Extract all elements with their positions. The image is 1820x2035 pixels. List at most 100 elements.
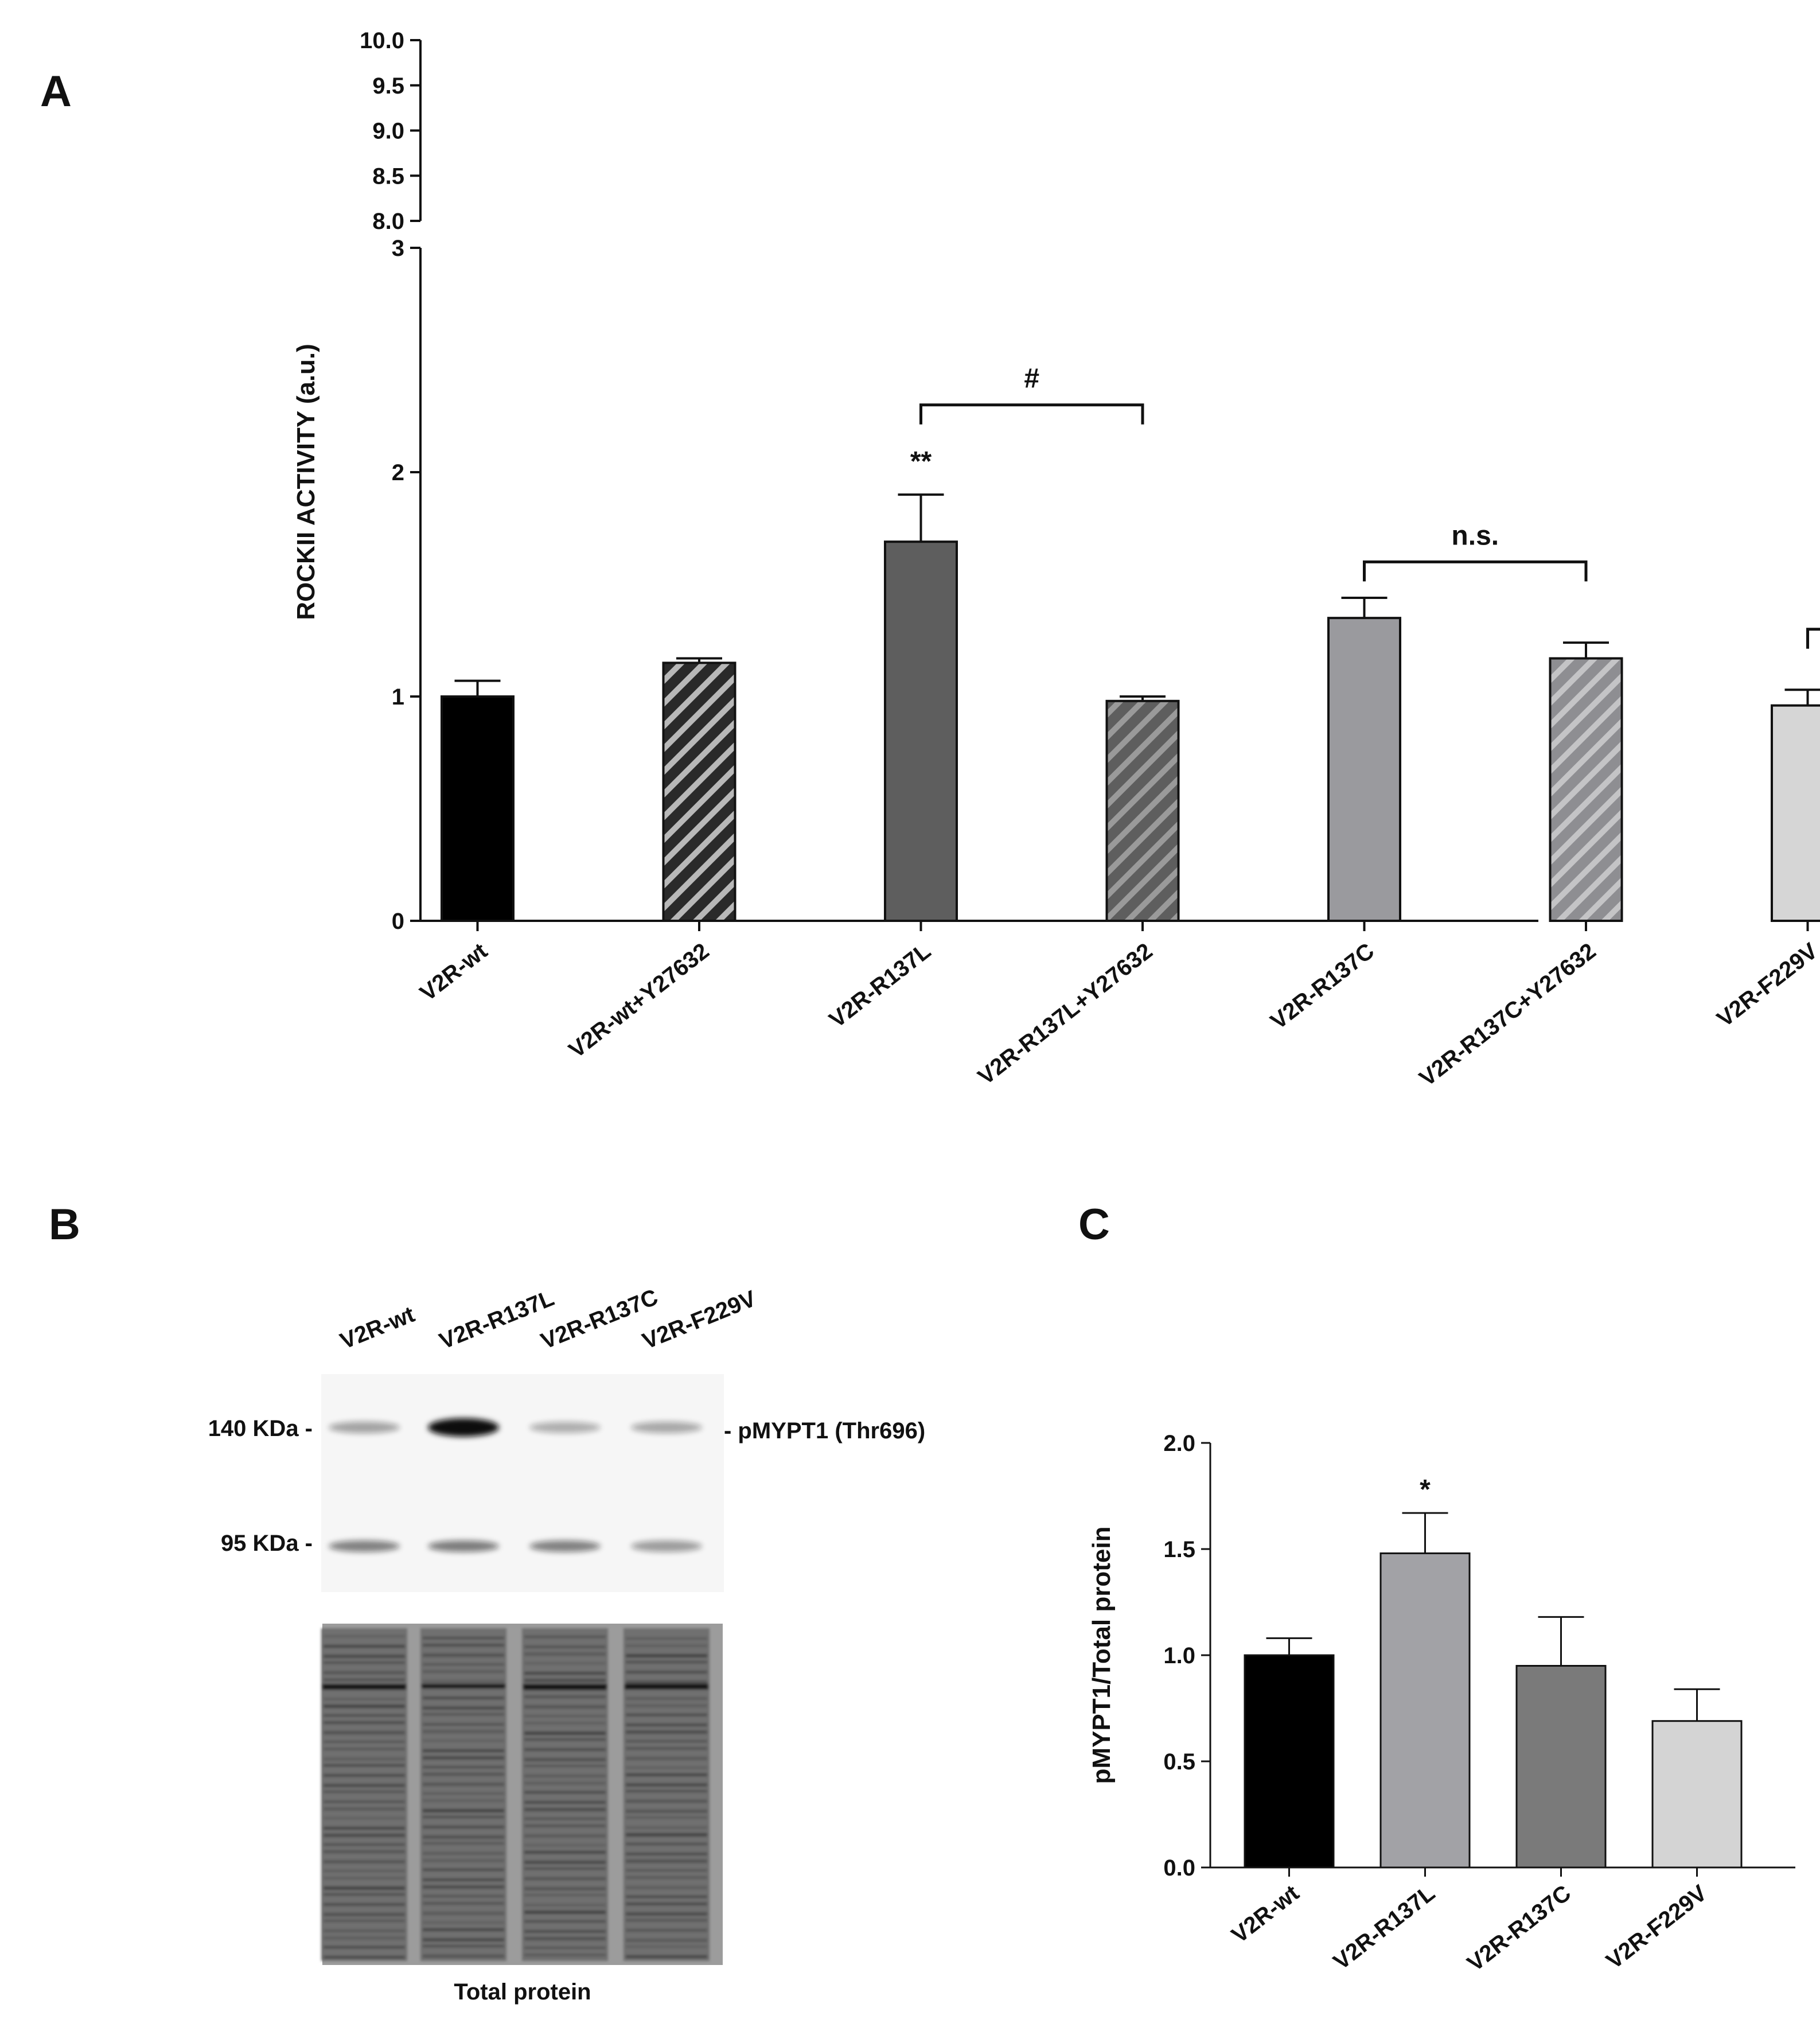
comparison-bracket (1806, 628, 1820, 649)
protein-band (626, 1730, 707, 1734)
lane-label: V2R-R137L (436, 1285, 558, 1354)
pmypt1-blot-bands (329, 1418, 702, 1552)
panel-c-bars (1244, 1512, 1743, 1869)
y-tick-label: 0.0 (1163, 1855, 1195, 1881)
bar (1515, 1665, 1607, 1869)
category-label: V2R-wt+Y27632 (564, 938, 714, 1063)
protein-band (524, 1801, 606, 1804)
panel-a-y-ticks: 0 1 2 38.0 8.5 9.0 9.5 10.0 (360, 28, 420, 934)
major-protein-band (322, 1684, 406, 1690)
marker-140kda: 140 KDa - (208, 1416, 313, 1441)
category-label: V2R-F229V (1712, 938, 1820, 1032)
marker-95kda: 95 KDa - (221, 1531, 313, 1556)
protein-band (524, 1662, 606, 1664)
protein-band (324, 1678, 405, 1682)
protein-band (423, 1842, 504, 1845)
protein-band (524, 1887, 606, 1890)
protein-band (626, 1723, 707, 1726)
panel-a-significance: ********#n.s.n.s. (910, 364, 1820, 649)
protein-band (524, 1695, 606, 1698)
protein-band (524, 1894, 606, 1896)
protein-band (423, 1637, 504, 1639)
total-protein-lane (522, 1628, 608, 1961)
protein-band (423, 1749, 504, 1752)
protein-band (324, 1893, 405, 1896)
pmypt1-blot-membrane (321, 1374, 724, 1592)
protein-band (524, 1652, 606, 1656)
protein-band (626, 1773, 707, 1776)
panel-c-significance: * (1420, 1474, 1431, 1505)
bar (1105, 699, 1180, 922)
y-tick-label: 2.0 (1163, 1431, 1195, 1456)
protein-band (524, 1636, 606, 1638)
protein-band (626, 1816, 707, 1819)
protein-band (324, 1886, 405, 1890)
protein-band (626, 1637, 707, 1640)
protein-band (324, 1817, 405, 1819)
category-label: V2R-R137C (1266, 938, 1379, 1034)
major-protein-band (523, 1684, 607, 1690)
protein-band (423, 1816, 504, 1818)
protein-band (324, 1714, 405, 1717)
y-tick-label: 8.5 (372, 164, 404, 189)
protein-band (324, 1946, 405, 1948)
protein-band (626, 1896, 707, 1898)
protein-band (324, 1662, 405, 1664)
bar (1549, 657, 1623, 923)
protein-band (423, 1670, 504, 1673)
protein-band (524, 1937, 606, 1940)
protein-band (524, 1645, 606, 1648)
protein-band (626, 1671, 707, 1674)
protein-band (626, 1869, 707, 1871)
category-label: V2R-wt (415, 938, 492, 1006)
category-label: V2R-R137L (1329, 1880, 1440, 1975)
y-tick-label: 9.5 (372, 73, 404, 99)
panel-a-letter: A (40, 67, 72, 116)
protein-band (626, 1810, 707, 1813)
panel-c-chart: C pMYPT1/Total protein 0.0 0.5 1.0 1.5 2.0 V… (1078, 1200, 1795, 1976)
bar (1379, 1552, 1471, 1869)
protein-band (324, 1877, 405, 1880)
category-label: V2R-R137C+Y27632 (1414, 938, 1600, 1091)
bar (1327, 617, 1401, 922)
lane-background (623, 1628, 710, 1961)
protein-band (324, 1764, 405, 1766)
category-label: V2R-wt (1227, 1880, 1304, 1948)
protein-band (423, 1663, 504, 1666)
protein-band (324, 1645, 405, 1648)
panel-c-letter: C (1078, 1200, 1110, 1249)
protein-band (324, 1721, 405, 1724)
protein-band (626, 1833, 707, 1836)
y-tick-label: 8.0 (372, 209, 404, 234)
protein-band (524, 1844, 606, 1846)
protein-band (626, 1902, 707, 1905)
protein-band (423, 1697, 504, 1699)
protein-band (423, 1792, 504, 1795)
significance-marker: ** (910, 446, 932, 477)
pmypt1-band (529, 1422, 601, 1433)
total-protein-lanes (321, 1628, 710, 1961)
protein-band (626, 1661, 707, 1663)
y-tick-label: 2 (392, 460, 404, 485)
lane-label: V2R-R137C (537, 1285, 661, 1355)
pmypt1-band (631, 1422, 702, 1433)
comparison-bracket (1363, 560, 1588, 582)
protein-band (626, 1740, 707, 1742)
protein-band (524, 1808, 606, 1811)
protein-band (324, 1834, 405, 1837)
protein-band (324, 1903, 405, 1906)
category-label: V2R-R137L+Y27632 (973, 938, 1158, 1090)
protein-band (626, 1714, 707, 1716)
protein-band (524, 1861, 606, 1864)
protein-band (524, 1705, 606, 1709)
y-tick-label: 1.0 (1163, 1643, 1195, 1668)
protein-band (324, 1807, 405, 1811)
protein-band (626, 1790, 707, 1792)
protein-band (626, 1644, 707, 1647)
protein-band (423, 1902, 504, 1905)
protein-band (524, 1834, 606, 1838)
protein-band (524, 1765, 606, 1767)
protein-band (423, 1644, 504, 1647)
